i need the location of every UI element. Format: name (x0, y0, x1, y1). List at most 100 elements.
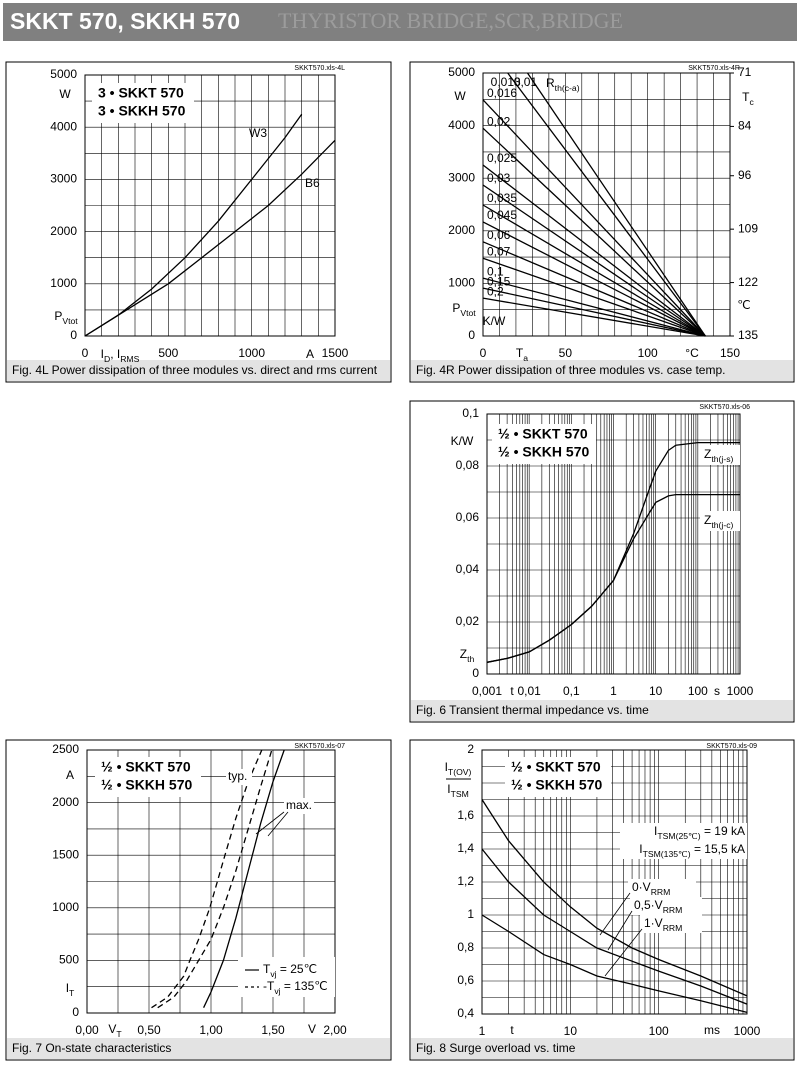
leader-line (599, 892, 631, 936)
curve (482, 257, 706, 337)
title-box (95, 757, 201, 797)
y-tick-label: 0,4 (457, 1006, 474, 1020)
axis-label-part: I (101, 347, 104, 361)
x-tick-label: 1500 (322, 346, 349, 360)
axis-label-part: TSM (451, 789, 469, 799)
axis-label: VT (108, 1022, 122, 1039)
curve-label-part: RRM (663, 905, 683, 915)
axis-label: °C (685, 346, 699, 360)
curve (481, 914, 748, 1014)
axis-label-part: th(c-a) (555, 83, 580, 93)
x-tick-label: 1000 (238, 346, 265, 360)
x-tick-label: 0,01 (517, 684, 541, 698)
title-box-text: ½ • SKKH 570 (498, 444, 589, 460)
axis-label: ITSM (447, 782, 469, 799)
plot-frame (86, 749, 336, 1014)
plot-frame (486, 413, 741, 675)
figure-frame (5, 61, 392, 383)
title-box (92, 83, 194, 123)
curve (481, 848, 748, 1005)
axis-label: t (510, 684, 514, 698)
y-tick-label: 0 (72, 1005, 79, 1019)
y-tick-label: 0,02 (456, 614, 480, 628)
curve-label: 1·VRRM (644, 916, 682, 933)
curve (482, 287, 706, 337)
curve-label: 0,5·VRRM (634, 898, 682, 915)
x-tick-label: 1000 (734, 1024, 761, 1038)
x-tick-label: 0,1 (563, 684, 580, 698)
y-tick-label: 0,6 (457, 973, 474, 987)
curve-label: 0,02 (487, 114, 511, 128)
y-tick-label: 1,2 (457, 874, 474, 888)
y-tick-label: 1000 (50, 276, 77, 290)
curve-label: B6 (305, 176, 320, 190)
x-tick-label: 1,00 (199, 1023, 223, 1037)
y-tick-label: 3000 (448, 170, 475, 184)
y-tick-label: 0,06 (456, 510, 480, 524)
axis-label-part: I (447, 782, 450, 796)
curve-label-part: Z (704, 447, 711, 461)
leader-line (267, 811, 289, 837)
legend-text-part: -T (263, 979, 275, 993)
y-tick-label: 0 (468, 328, 475, 342)
y2-tick-label: 84 (738, 119, 752, 133)
caption: Fig. 6 Transient thermal impedance vs. t… (416, 703, 649, 717)
header-bar (3, 3, 797, 41)
axis-label-part: TSM(25℃) (657, 831, 700, 841)
y-tick-label: 2 (467, 742, 474, 756)
axis-label: IT(OV) (445, 760, 472, 777)
axis-label: V (308, 1022, 316, 1036)
legend-text-part: vj (274, 986, 280, 996)
legend-text-part: vj (270, 969, 276, 979)
curve-label: 0,025 (487, 151, 517, 165)
legend-box (238, 957, 335, 997)
label-background (630, 897, 702, 915)
title-box-text: ½ • SKKT 570 (498, 426, 588, 442)
title-box-text: ½ • SKKT 570 (101, 759, 191, 775)
axis-label-part: T (69, 988, 75, 998)
y2-tick-label: 135 (738, 328, 758, 342)
caption: Fig. 4R Power dissipation of three modul… (416, 363, 725, 377)
x-tick-label: 1,50 (261, 1023, 285, 1037)
x-tick-label: 2,00 (323, 1023, 347, 1037)
curve (486, 493, 740, 663)
x-tick-label: 10 (564, 1024, 578, 1038)
axis-label-part: I (445, 760, 448, 774)
x-tick-label: 100 (649, 1024, 669, 1038)
title-box (492, 424, 596, 464)
leader-line (255, 811, 285, 835)
axis-label-part: RMS (120, 354, 139, 364)
axis-label: Ta (516, 346, 528, 363)
y-tick-label: 0,08 (456, 458, 480, 472)
axis-label-part: V (108, 1022, 116, 1036)
x-tick-label: 150 (720, 346, 740, 360)
curve (482, 241, 706, 337)
source-label: SKKT570.xls-07 (294, 743, 345, 750)
axis-label: ITSM(135℃) = 15,5 kA (639, 842, 745, 859)
y-tick-label: 0 (70, 328, 77, 342)
axis-label: PVtot (452, 301, 476, 318)
axis-label-part: R (546, 76, 555, 90)
y-tick-label: 1 (467, 907, 474, 921)
caption: Fig. 4L Power dissipation of three modul… (12, 363, 378, 377)
y-tick-label: 1,4 (457, 841, 474, 855)
curve-label: 0,045 (487, 208, 517, 222)
y-tick-label: 0 (472, 666, 479, 680)
axis-label-part: I (654, 824, 657, 838)
x-tick-label: 0 (480, 346, 487, 360)
axis-label-part: T (516, 346, 524, 360)
axis-label: A (306, 347, 314, 361)
axis-label-part: Vtot (62, 316, 78, 326)
axis-label-part: c (750, 97, 755, 107)
axis-label: A (66, 768, 74, 782)
curve-label: 0,06 (487, 228, 511, 242)
label-background (700, 511, 740, 531)
curve-label: 0,035 (487, 191, 517, 205)
y-tick-label: 4000 (50, 119, 77, 133)
curve-label-part: 0,5·V (634, 898, 663, 912)
axis-label: W (454, 89, 466, 103)
legend-text: Tvj = 25℃ (263, 962, 317, 979)
curve (84, 113, 303, 337)
x-tick-label: 0,001 (472, 684, 502, 698)
curve-label-part: 0·V (632, 880, 651, 894)
